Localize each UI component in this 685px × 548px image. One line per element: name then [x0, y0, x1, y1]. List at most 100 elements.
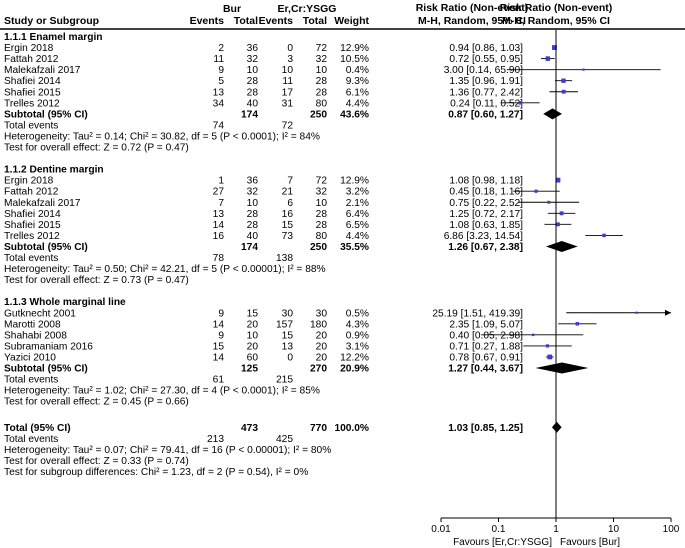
overall-heterogeneity-text: Heterogeneity: Tau² = 0.07; Chi² = 79.41…	[4, 445, 331, 456]
point-estimate	[635, 311, 638, 314]
study-ci: 2.35 [1.09, 5.07]	[449, 319, 523, 330]
subtotal-exp-total: 174	[241, 242, 258, 253]
header-ctl-events: Events	[259, 15, 294, 27]
study-ctl-events: 13	[282, 341, 294, 352]
study-ctl-total: 30	[316, 308, 328, 319]
study-weight: 4.4%	[346, 231, 369, 242]
study-exp-events: 9	[218, 308, 224, 319]
plot-marks	[481, 45, 671, 433]
study-weight: 2.1%	[346, 198, 369, 209]
total-events-exp-events: 61	[213, 375, 225, 386]
study-ctl-total: 80	[316, 231, 328, 242]
study-exp-total: 20	[247, 319, 259, 330]
subgroup-title: 1.1.3 Whole marginal line	[4, 297, 126, 308]
overall-effect-text: Test for overall effect: Z = 0.72 (P = 0…	[4, 143, 189, 154]
subtotal-weight: 43.6%	[340, 109, 369, 120]
study-name: Fattah 2012	[4, 54, 59, 65]
study-name: Marotti 2008	[4, 319, 61, 330]
study-ctl-total: 20	[316, 352, 328, 363]
subtotal-ci: 1.26 [0.67, 2.38]	[448, 242, 523, 253]
study-ctl-events: 0	[287, 43, 293, 54]
study-weight: 0.4%	[346, 65, 369, 76]
study-ci: 0.71 [0.27, 1.88]	[449, 341, 523, 352]
header-rr-title: Risk Ratio (Non-event)	[416, 2, 529, 14]
study-marker	[558, 322, 597, 326]
subgroup-title: 1.1.1 Enamel margin	[4, 32, 103, 43]
point-estimate	[545, 344, 550, 348]
study-exp-total: 28	[247, 87, 259, 98]
axis-tick-label: 0.1	[492, 524, 506, 535]
total-events-ctl-events: 138	[276, 253, 293, 264]
study-ctl-events: 73	[282, 231, 294, 242]
point-estimate	[547, 354, 553, 360]
study-exp-events: 16	[213, 231, 225, 242]
favours-left-label: Favours [Er,Cr:YSGG]	[453, 537, 552, 548]
study-ctl-events: 7	[287, 176, 293, 187]
study-ci: 0.78 [0.67, 0.91]	[449, 352, 523, 363]
header-weight: Weight	[334, 15, 369, 27]
study-ctl-total: 28	[316, 209, 328, 220]
study-ci: 25.19 [1.51, 419.39]	[432, 308, 523, 319]
study-ci: 6.86 [3.23, 14.54]	[444, 231, 523, 242]
study-ctl-events: 0	[287, 352, 293, 363]
study-exp-events: 9	[218, 65, 224, 76]
heterogeneity-text: Heterogeneity: Tau² = 0.14; Chi² = 30.82…	[4, 131, 320, 142]
study-name: Subramaniam 2016	[4, 341, 93, 352]
study-ctl-events: 11	[282, 76, 293, 87]
study-ci: 1.25 [0.72, 2.17]	[449, 209, 523, 220]
study-weight: 9.3%	[346, 76, 369, 87]
study-name: Trelles 2012	[4, 98, 60, 109]
study-exp-events: 13	[213, 87, 225, 98]
study-marker	[544, 222, 572, 227]
point-estimate	[602, 233, 606, 238]
study-ctl-events: 30	[282, 308, 294, 319]
overall-total-events-label: Total events	[4, 434, 58, 445]
total-events-label: Total events	[4, 253, 58, 264]
subtotal-ci: 0.87 [0.60, 1.27]	[448, 109, 523, 120]
study-marker	[585, 233, 623, 238]
axis-tick-label: 100	[663, 524, 680, 535]
point-estimate	[559, 211, 564, 216]
overall-weight: 100.0%	[334, 423, 369, 434]
total-events-label: Total events	[4, 375, 58, 386]
subtotal-weight: 20.9%	[340, 364, 369, 375]
study-ctl-events: 21	[282, 187, 294, 198]
overall-exp-total: 473	[241, 423, 258, 434]
overall-ctl-total: 770	[310, 423, 327, 434]
study-weight: 6.5%	[346, 220, 369, 231]
favours-right-label: Favours [Bur]	[560, 537, 620, 548]
study-ci: 3.00 [0.14, 65.90]	[444, 65, 523, 76]
study-exp-events: 2	[218, 43, 224, 54]
overall-effect-text: Test for overall effect: Z = 0.73 (P = 0…	[4, 275, 189, 286]
study-exp-events: 5	[218, 76, 224, 87]
study-exp-events: 7	[218, 198, 224, 209]
study-exp-total: 40	[247, 98, 259, 109]
subtotal-ci: 1.27 [0.44, 3.67]	[448, 364, 523, 375]
study-weight: 12.9%	[340, 43, 369, 54]
point-estimate	[552, 45, 557, 50]
total-events-label: Total events	[4, 120, 58, 131]
total-events-exp-events: 78	[213, 253, 225, 264]
study-marker	[549, 89, 579, 94]
study-weight: 12.9%	[340, 176, 369, 187]
study-ctl-total: 72	[316, 176, 328, 187]
study-ctl-events: 6	[287, 198, 293, 209]
study-ci: 0.75 [0.22, 2.52]	[449, 198, 523, 209]
study-exp-total: 40	[247, 231, 259, 242]
study-ctl-events: 15	[282, 330, 294, 341]
study-ctl-total: 28	[316, 76, 328, 87]
subtotal-exp-total: 125	[241, 364, 258, 375]
study-ci: 1.36 [0.77, 2.42]	[449, 87, 523, 98]
header-plot-method: M-H, Random, 95% CI	[502, 15, 610, 27]
study-ctl-events: 17	[282, 87, 294, 98]
overall-total-events-ctl-events: 425	[276, 434, 293, 445]
total-events-exp-events: 74	[213, 120, 225, 131]
point-estimate	[575, 322, 580, 326]
heterogeneity-text: Heterogeneity: Tau² = 1.02; Chi² = 27.30…	[4, 386, 320, 397]
point-estimate	[582, 68, 585, 71]
study-name: Shahabi 2008	[4, 330, 67, 341]
study-exp-events: 11	[213, 54, 224, 65]
study-exp-total: 28	[247, 209, 259, 220]
